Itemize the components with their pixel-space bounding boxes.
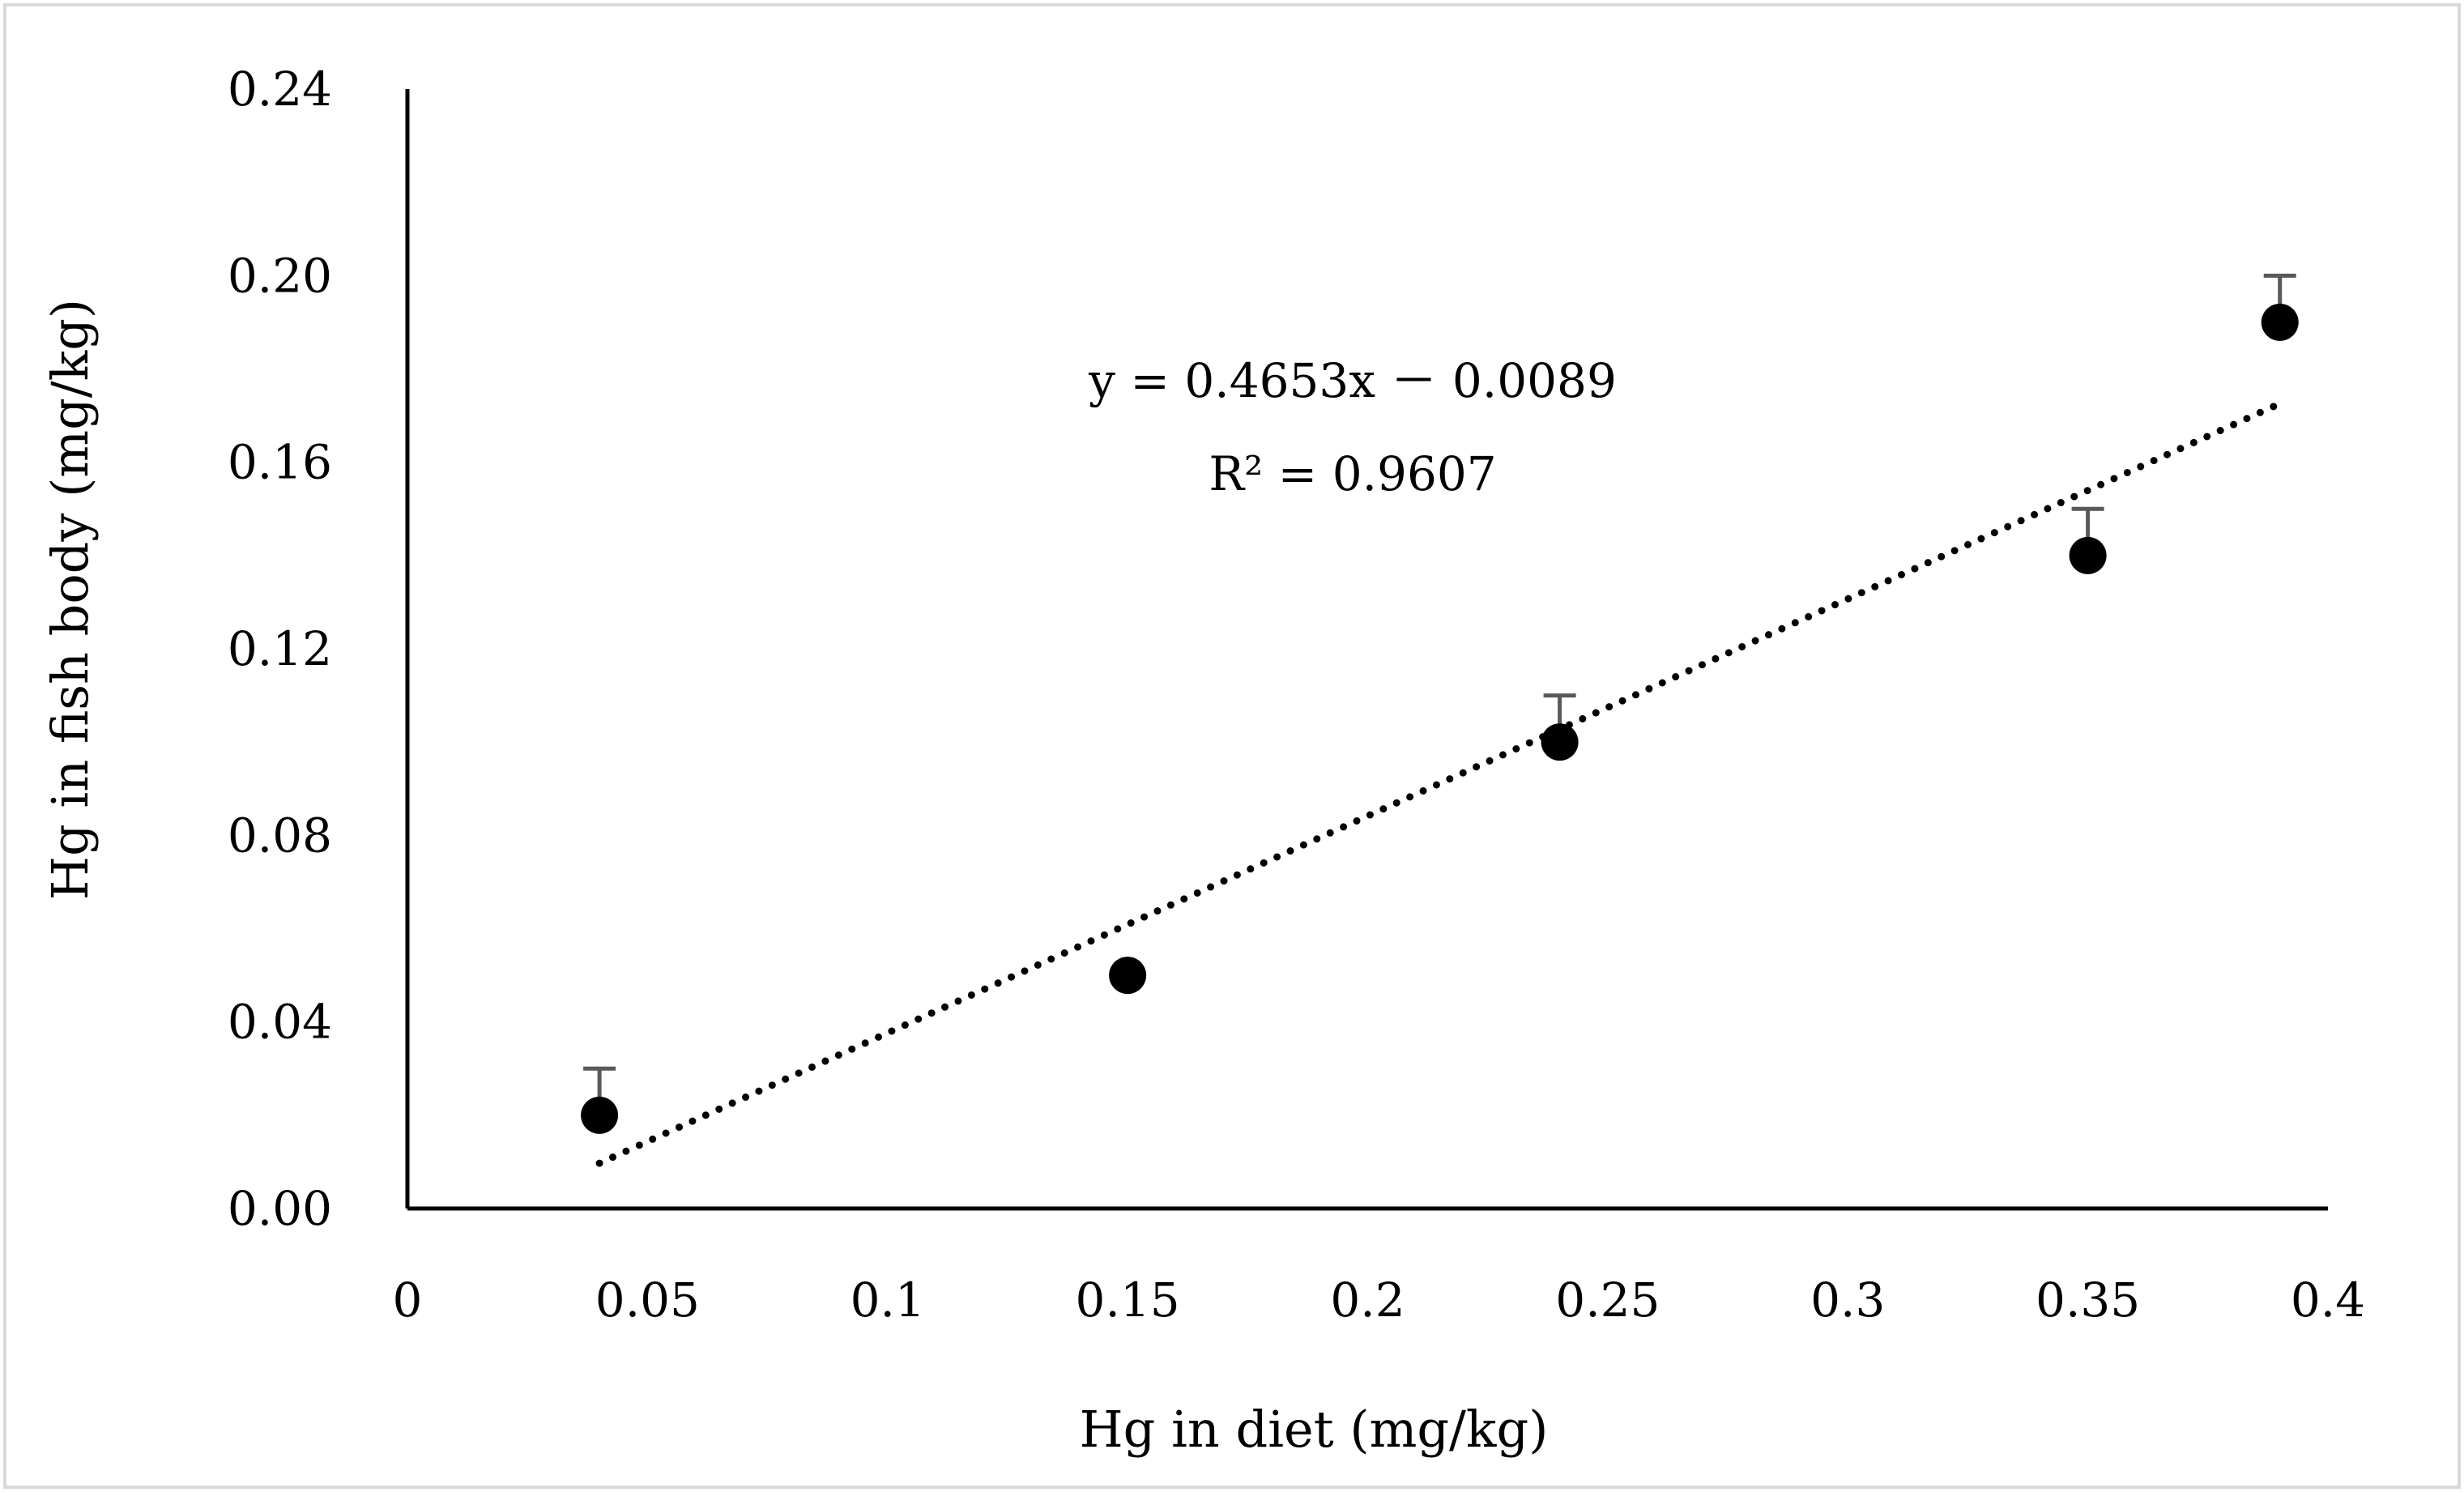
y-tick-label: 0.08 xyxy=(228,808,332,863)
y-tick-label: 0.16 xyxy=(228,435,332,490)
x-tick-label: 0.35 xyxy=(2036,1272,2140,1328)
data-point xyxy=(1109,957,1147,995)
chart-frame xyxy=(3,3,2461,1489)
y-tick-label: 0.24 xyxy=(228,62,332,117)
x-tick-label: 0.1 xyxy=(850,1272,925,1328)
x-tick-label: 0.15 xyxy=(1076,1272,1180,1328)
x-tick-label: 0.05 xyxy=(595,1272,700,1328)
y-tick-label: 0.20 xyxy=(228,248,332,303)
x-tick-label: 0.2 xyxy=(1330,1272,1405,1328)
x-axis-title: Hg in diet (mg/kg) xyxy=(1080,1400,1549,1459)
y-tick-label: 0.04 xyxy=(228,995,332,1050)
trendline xyxy=(595,399,2284,1167)
trendline-r-squared: R² = 0.9607 xyxy=(1209,446,1496,501)
x-tick-label: 0 xyxy=(393,1272,423,1328)
x-tick-label: 0.3 xyxy=(1810,1272,1885,1328)
y-tick-label: 0.00 xyxy=(228,1181,332,1236)
data-point xyxy=(2069,536,2107,574)
trendline-equation: y = 0.4653x － 0.0089 xyxy=(1088,353,1617,408)
x-tick-label: 0.25 xyxy=(1555,1272,1660,1328)
data-point xyxy=(1541,723,1579,761)
data-point xyxy=(581,1096,619,1134)
y-tick-label: 0.12 xyxy=(228,621,332,676)
data-point xyxy=(2261,303,2299,341)
x-tick-label: 0.4 xyxy=(2291,1272,2365,1328)
plot-area: 0 0.05 0.1 0.15 0.2 0.25 0.3 0.35 0.4 0.00 0.04 0.0… xyxy=(228,62,2365,1328)
y-axis-title: Hg in fish body (mg/kg) xyxy=(40,299,100,900)
